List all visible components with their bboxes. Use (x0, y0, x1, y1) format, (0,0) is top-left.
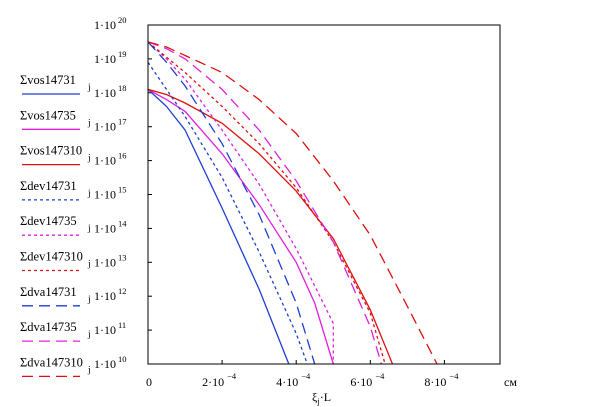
y-tick-label: 1·10 (94, 154, 116, 168)
y-tick-exponent: 13 (118, 252, 127, 262)
y-axis-ticks: 1·10 201·10 191·10 181·10 171·10 161·10 151·10… (94, 15, 152, 371)
y-tick-label: 1·10 (94, 289, 116, 303)
y-tick-exponent: 20 (118, 15, 127, 25)
x-axis-label: ξj·L (312, 390, 331, 406)
legend-label-4: Σdev14731 (20, 179, 77, 193)
y-tick-exponent: 18 (118, 83, 127, 93)
y-tick-label: 1·10 (94, 357, 116, 371)
series-line-4 (147, 61, 308, 365)
x-tick-label: 8·10 (424, 375, 446, 389)
series-line-9 (147, 41, 438, 365)
series-line-1 (147, 88, 290, 365)
y-tick-label: 1·10 (94, 188, 116, 202)
legend-subscript-8: j (87, 330, 91, 340)
x-tick-exponent: −4 (301, 371, 311, 381)
y-tick-label: 1·10 (94, 323, 116, 337)
x-tick-label: 4·10 (276, 375, 298, 389)
series-line-5 (147, 41, 334, 364)
x-tick-label: 6·10 (350, 375, 372, 389)
series-line-2 (147, 88, 334, 365)
y-tick-label: 1·10 (94, 120, 116, 134)
y-tick-exponent: 10 (118, 354, 127, 364)
legend-subscript-5: j (87, 224, 91, 234)
series-line-8 (147, 41, 383, 365)
x-tick-exponent: −4 (449, 371, 459, 381)
legend-label-2: Σvos14735 (20, 108, 76, 122)
legend-label-8: Σdva14735 (20, 320, 77, 334)
y-tick-exponent: 11 (118, 320, 126, 330)
y-tick-label: 1·10 (94, 221, 116, 235)
legend-subscript-1: j (87, 83, 91, 93)
y-tick-label: 1·10 (94, 18, 116, 32)
legend-subscript-2: j (87, 118, 91, 128)
x-tick-exponent: −4 (375, 371, 385, 381)
series-line-7 (147, 41, 316, 365)
x-tick-label: 0 (146, 375, 152, 389)
legend-subscript-7: j (87, 295, 91, 305)
legend-label-1: Σvos14731 (20, 73, 76, 87)
legend-subscript-3: j (87, 154, 91, 164)
y-tick-exponent: 19 (118, 49, 127, 59)
legend-label-5: Σdev14735 (20, 214, 77, 228)
legend-label-9: Σdva147310 (20, 355, 83, 369)
y-tick-exponent: 16 (118, 151, 127, 161)
y-tick-exponent: 14 (118, 218, 127, 228)
plot-area (147, 24, 501, 365)
y-tick-label: 1·10 (94, 255, 116, 269)
legend-label-7: Σdva14731 (20, 285, 77, 299)
legend-label-6: Σdev147310 (20, 250, 83, 264)
x-axis-unit: см (504, 375, 517, 389)
y-tick-label: 1·10 (94, 86, 116, 100)
series-line-6 (147, 41, 386, 365)
legend-subscript-4: j (87, 189, 91, 199)
x-tick-label: 2·10 (202, 375, 224, 389)
y-tick-exponent: 15 (118, 185, 127, 195)
legend: Σvos14731 j Σvos14735 j Σvos147310 j Σdev14731… (20, 73, 91, 378)
x-tick-exponent: −4 (227, 371, 237, 381)
y-tick-label: 1·10 (94, 52, 116, 66)
plot-lines (147, 41, 438, 365)
y-tick-exponent: 12 (118, 286, 127, 296)
legend-label-3: Σvos147310 (20, 144, 82, 158)
x-axis-ticks: 0 2·10 −4 4·10 −4 6·10 −4 8·10 −4 (146, 360, 459, 389)
y-tick-exponent: 17 (118, 117, 127, 127)
legend-subscript-6: j (87, 260, 91, 270)
legend-subscript-9: j (87, 365, 91, 375)
axis-labels: см ξj·L (312, 375, 517, 406)
